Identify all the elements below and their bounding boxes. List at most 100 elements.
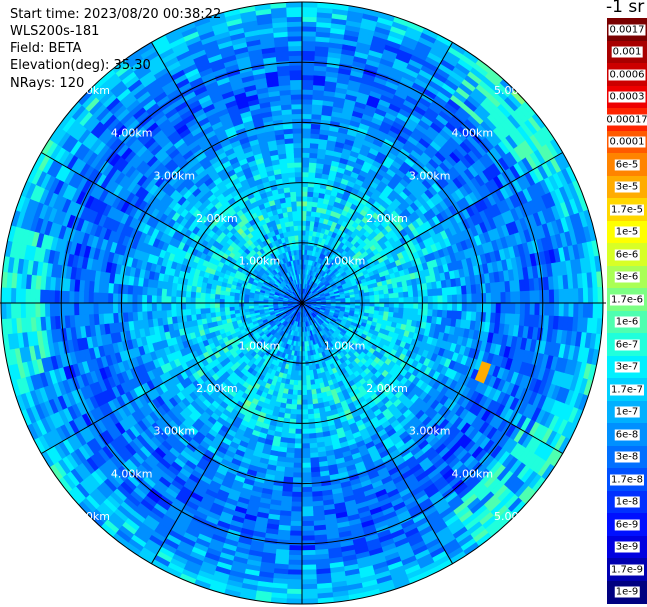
range-bin (301, 506, 314, 513)
range-bin (301, 452, 311, 459)
range-bin (413, 296, 419, 304)
range-bin (287, 574, 303, 581)
range-bin (306, 205, 313, 212)
range-bin (301, 486, 313, 493)
range-bin (296, 394, 303, 401)
range-bin (289, 413, 297, 420)
range-bin (412, 308, 419, 316)
range-bin (301, 171, 310, 178)
range-bin (403, 297, 410, 304)
range-bin (294, 428, 303, 435)
range-bin (301, 549, 316, 556)
range-bin (412, 290, 419, 298)
range-bin (286, 437, 296, 444)
range-bin (306, 384, 312, 391)
range-bin (510, 302, 516, 315)
range-bin (301, 55, 316, 61)
range-bin (422, 309, 429, 317)
range-bin (301, 21, 318, 27)
range-bin (295, 414, 303, 420)
range-bin (308, 162, 318, 169)
range-bin (306, 200, 313, 207)
range-bin (301, 137, 311, 144)
range-bin (296, 404, 303, 411)
range-bin (292, 384, 298, 391)
range-bin (407, 308, 414, 316)
range-bin (301, 389, 308, 396)
range-bin (310, 384, 317, 391)
range-bin (305, 375, 311, 381)
range-bin (301, 438, 310, 445)
range-bin (301, 74, 315, 81)
range-bin (288, 549, 303, 556)
range-bin (301, 583, 318, 590)
range-bin (403, 308, 409, 315)
range-bin (500, 292, 507, 304)
range-bin (292, 467, 303, 474)
range-bin (291, 399, 298, 406)
range-bin (388, 293, 395, 299)
range-bin (301, 127, 312, 134)
range-bin (301, 225, 307, 231)
range-bin (301, 467, 312, 474)
range-bin (553, 289, 560, 304)
range-bin (301, 443, 310, 449)
range-bin (307, 408, 315, 415)
range-bin (466, 302, 473, 313)
range-bin (515, 291, 521, 304)
range-bin (308, 166, 317, 173)
range-bin (301, 385, 307, 391)
range-bin (301, 535, 315, 542)
range-bin (290, 511, 303, 517)
range-bin (369, 295, 376, 300)
range-bin (364, 302, 371, 307)
range-bin (505, 302, 512, 315)
range-bin (510, 291, 516, 304)
range-bin (364, 295, 371, 301)
range-bin (306, 210, 312, 217)
range-bin (568, 302, 575, 318)
range-bin (301, 462, 311, 469)
range-bin (568, 288, 575, 304)
range-bin (413, 302, 419, 310)
range-bin (301, 375, 307, 381)
range-bin (383, 307, 390, 313)
range-bin (529, 290, 536, 304)
range-bin (301, 472, 312, 479)
range-bin (437, 302, 444, 311)
range-bin (422, 289, 429, 297)
range-bin (289, 520, 303, 527)
range-bin (301, 579, 318, 585)
range-bin (301, 448, 311, 454)
range-bin (500, 302, 507, 314)
range-bin (301, 69, 315, 76)
range-bin (293, 452, 303, 459)
range-bin (422, 296, 429, 304)
range-bin (456, 294, 463, 304)
range-bin (301, 428, 310, 435)
range-bin (563, 302, 570, 318)
range-bin (291, 394, 298, 401)
range-bin (295, 409, 303, 415)
range-bin (301, 530, 315, 537)
range-bin (287, 564, 303, 571)
range-bin (307, 186, 315, 193)
range-bin (407, 290, 414, 298)
range-bin (308, 171, 317, 178)
range-bin (301, 399, 308, 406)
range-bin (379, 302, 385, 308)
range-bin (289, 535, 303, 542)
range-bin (301, 520, 315, 527)
range-bin (301, 545, 316, 551)
range-bin (307, 196, 314, 202)
range-bin (485, 302, 492, 314)
range-bin (461, 294, 468, 304)
range-bin (306, 215, 312, 222)
range-bin (301, 16, 318, 23)
range-bin (485, 292, 492, 304)
range-bin (393, 297, 400, 304)
range-bin (374, 302, 380, 308)
range-bin (388, 307, 395, 313)
range-bin (294, 433, 303, 440)
